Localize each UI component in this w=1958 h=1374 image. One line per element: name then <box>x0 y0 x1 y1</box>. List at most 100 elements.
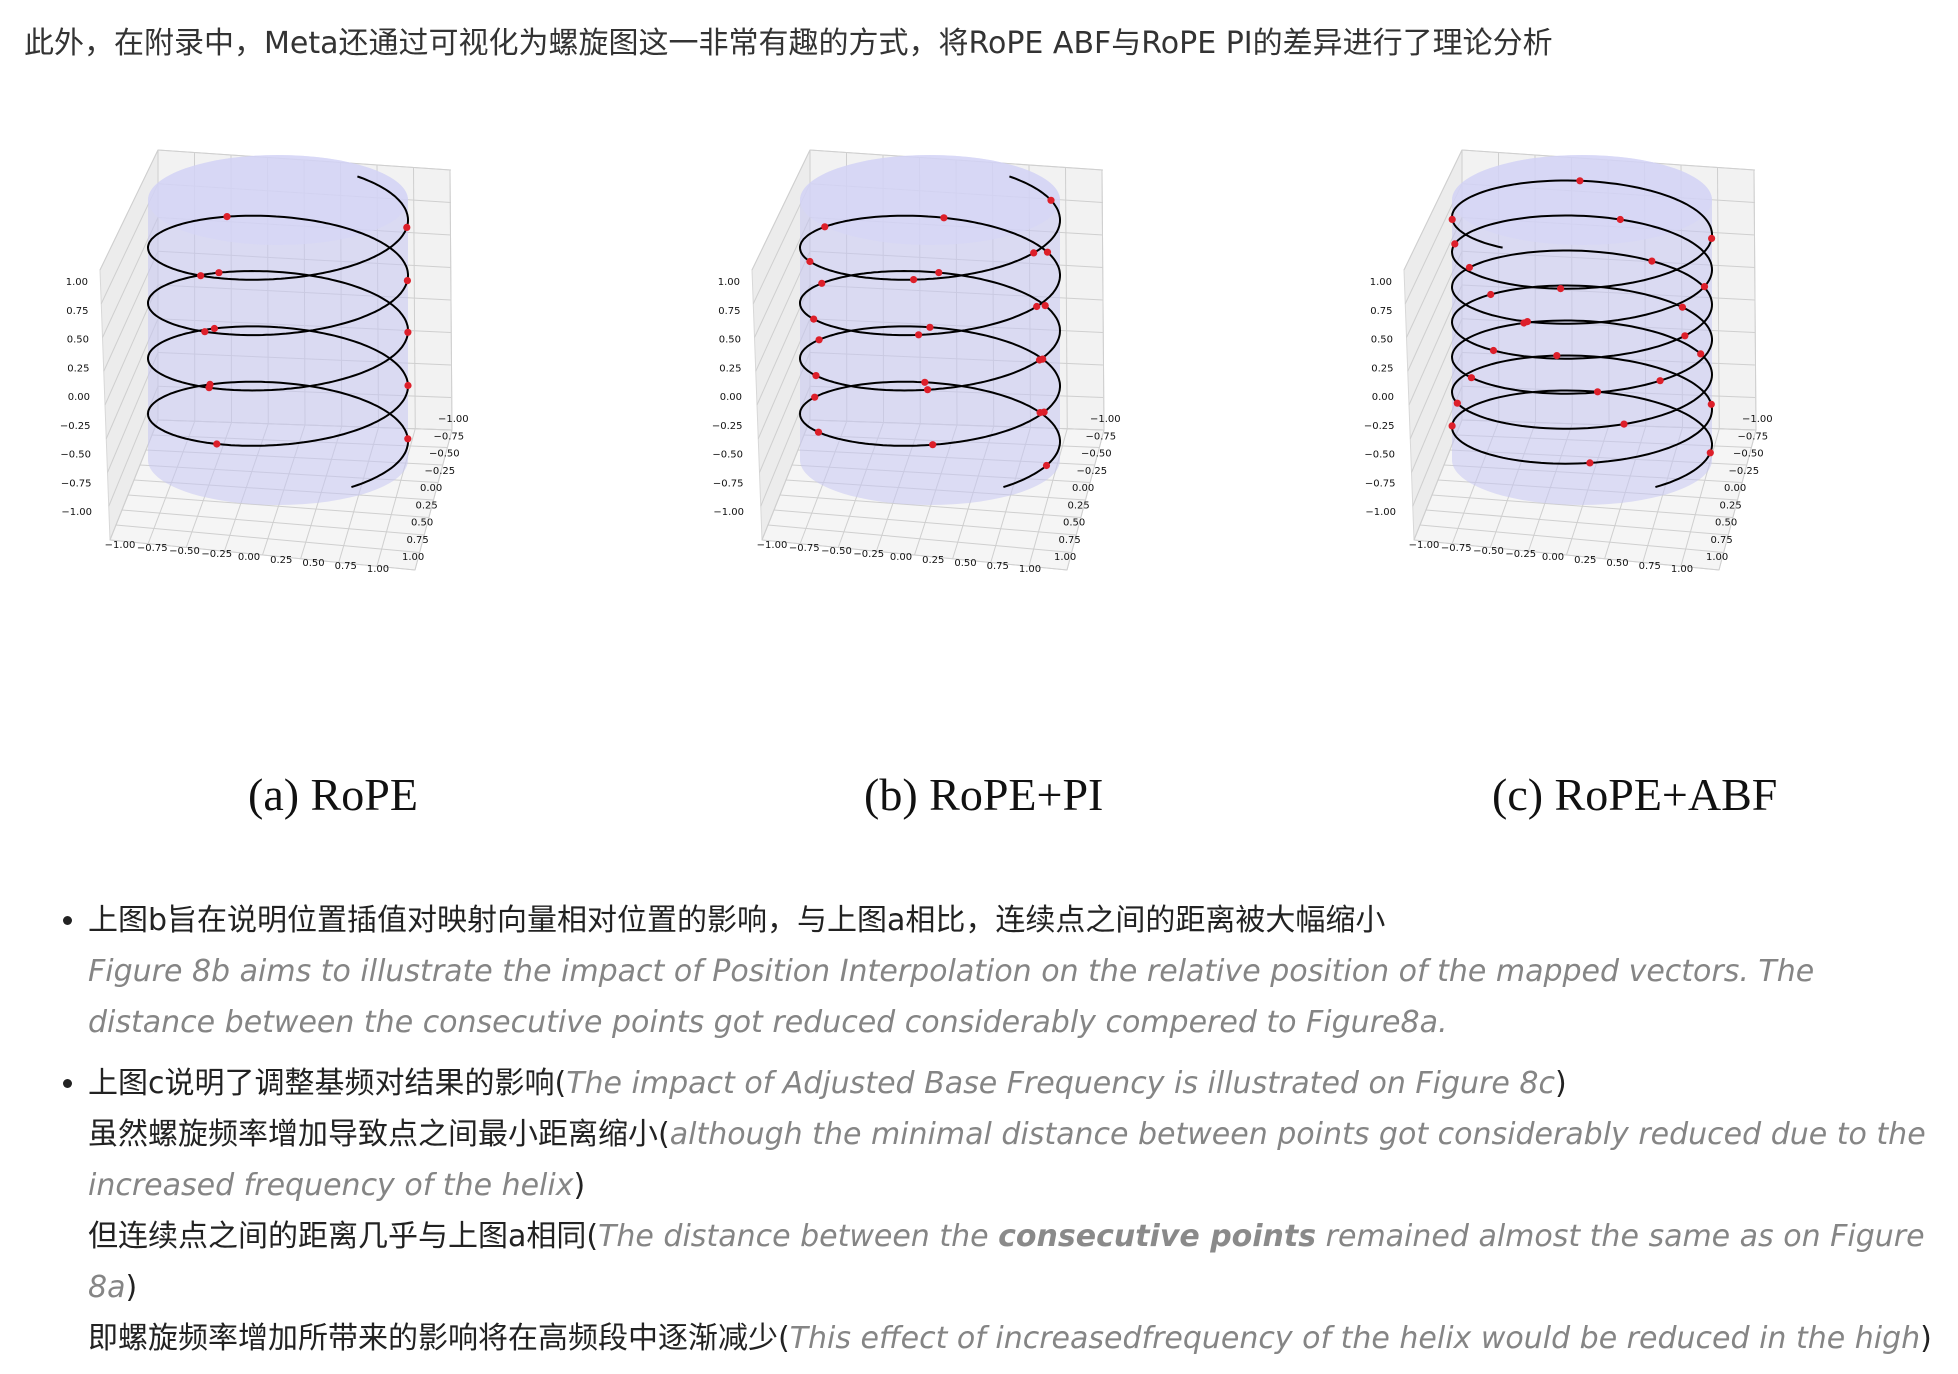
helix-point <box>818 280 825 287</box>
x-tick-label: 0.50 <box>1606 558 1628 569</box>
y-tick-label: −0.75 <box>434 431 465 442</box>
x-tick-label: −0.75 <box>137 543 168 554</box>
bullet-figure-b: 上图b旨在说明位置插值对映射向量相对位置的影响，与上图a相比，连续点之间的距离被… <box>88 895 1940 1048</box>
helix-point <box>1697 350 1704 357</box>
x-tick-label: −0.50 <box>821 546 852 557</box>
x-tick-label: 1.00 <box>1019 564 1041 575</box>
z-tick-label: −0.25 <box>1364 421 1395 432</box>
y-tick-label: −0.25 <box>1077 466 1108 477</box>
helix-point <box>223 213 230 220</box>
explanation-list: 上图b旨在说明位置插值对映射向量相对位置的影响，与上图a相比，连续点之间的距离被… <box>60 895 1940 1374</box>
helix-point <box>1487 291 1494 298</box>
y-tick-label: −0.25 <box>425 466 456 477</box>
helix-point <box>1454 400 1461 407</box>
helix-point <box>197 272 204 279</box>
helix-point <box>812 372 819 379</box>
x-tick-label: 0.50 <box>954 558 976 569</box>
y-tick-label: −0.75 <box>1086 431 1117 442</box>
helix-point <box>1701 283 1708 290</box>
helix-plot-2: 1.000.750.500.250.00−0.25−0.50−0.75−1.00… <box>1364 150 1773 575</box>
helix-point <box>404 329 411 336</box>
z-tick-label: 0.75 <box>1370 306 1392 317</box>
x-tick-label: 0.25 <box>922 555 944 566</box>
helix-point <box>1708 401 1715 408</box>
helix-point <box>1449 216 1456 223</box>
helix-point <box>1466 264 1473 271</box>
helix-point <box>1594 388 1601 395</box>
z-tick-label: 0.75 <box>718 306 740 317</box>
y-tick-label: 1.00 <box>1054 552 1076 563</box>
helix-point <box>1033 303 1040 310</box>
z-tick-label: 0.50 <box>719 335 741 346</box>
helix-point <box>1557 285 1564 292</box>
caption-a: (a) RoPE <box>248 768 418 821</box>
z-tick-label: −0.50 <box>60 450 91 461</box>
helix-point <box>215 269 222 276</box>
y-tick-label: 1.00 <box>1706 552 1728 563</box>
helix-point <box>1044 249 1051 256</box>
z-tick-label: −1.00 <box>61 507 92 518</box>
helix-point <box>1047 197 1054 204</box>
helix-point <box>1620 421 1627 428</box>
helix-point <box>403 224 410 231</box>
bullet-b-english: Figure 8b aims to illustrate the impact … <box>88 954 1814 1040</box>
y-tick-label: 0.00 <box>1072 483 1094 494</box>
z-tick-label: −1.00 <box>1365 507 1396 518</box>
helix-point <box>1030 249 1037 256</box>
helix-point <box>1586 459 1593 466</box>
helix-point <box>940 214 947 221</box>
z-tick-label: 0.00 <box>720 392 742 403</box>
y-tick-label: 0.25 <box>1068 500 1090 511</box>
helix-point <box>821 223 828 230</box>
y-tick-label: −0.75 <box>1738 431 1769 442</box>
helix-point <box>1648 258 1655 265</box>
helix-point <box>206 384 213 391</box>
helix-point <box>806 258 813 265</box>
y-tick-label: −1.00 <box>1090 414 1121 425</box>
bullet-figure-c: 上图c说明了调整基频对结果的影响(The impact of Adjusted … <box>88 1058 1940 1364</box>
helix-point <box>910 276 917 283</box>
x-tick-label: −0.25 <box>1505 549 1536 560</box>
helix-point <box>816 336 823 343</box>
caption-b: (b) RoPE+PI <box>864 768 1103 821</box>
y-tick-label: 1.00 <box>402 552 424 563</box>
z-tick-label: −0.25 <box>60 421 91 432</box>
y-tick-label: 0.25 <box>1720 500 1742 511</box>
c-line2-close: ) <box>573 1168 585 1203</box>
helix-plot-0: 1.000.750.500.250.00−0.25−0.50−0.75−1.00… <box>60 150 469 575</box>
z-tick-label: −1.00 <box>713 507 744 518</box>
helix-point <box>1524 318 1531 325</box>
c-line2-zh: 虽然螺旋频率增加导致点之间最小距离缩小( <box>88 1117 670 1152</box>
z-tick-label: 1.00 <box>718 277 740 288</box>
y-tick-label: −0.50 <box>1081 449 1112 460</box>
c-line3-en-a: The distance between the <box>598 1219 998 1254</box>
c-line4-zh: 即螺旋频率增加所带来的影响将在高频段中逐渐减少( <box>88 1321 790 1356</box>
helix-point <box>929 441 936 448</box>
x-tick-label: −0.50 <box>169 546 200 557</box>
c-line3-en-bold: consecutive points <box>998 1219 1316 1254</box>
cylinder-top <box>1452 155 1712 245</box>
helix-point <box>213 440 220 447</box>
y-tick-label: −1.00 <box>438 414 469 425</box>
z-tick-label: −0.75 <box>1365 478 1396 489</box>
c-line4-en: This effect of increasedfrequency of the… <box>790 1321 1920 1356</box>
x-tick-label: 0.00 <box>1542 552 1564 563</box>
helix-point <box>1707 449 1714 456</box>
helix-point <box>1043 462 1050 469</box>
c-line1-en: The impact of Adjusted Base Frequency is… <box>566 1066 1555 1101</box>
z-tick-label: 1.00 <box>66 277 88 288</box>
z-tick-label: −0.25 <box>712 421 743 432</box>
helix-point <box>404 382 411 389</box>
helix-point <box>404 435 411 442</box>
y-tick-label: −1.00 <box>1742 414 1773 425</box>
y-tick-label: 0.50 <box>1715 518 1737 529</box>
helix-point <box>1041 409 1048 416</box>
z-tick-label: −0.75 <box>61 478 92 489</box>
helix-point <box>815 429 822 436</box>
z-tick-label: 1.00 <box>1370 277 1392 288</box>
y-tick-label: 0.50 <box>411 518 433 529</box>
x-tick-label: −0.50 <box>1473 546 1504 557</box>
z-tick-label: 0.25 <box>1371 363 1393 374</box>
x-tick-label: −1.00 <box>1409 540 1440 551</box>
